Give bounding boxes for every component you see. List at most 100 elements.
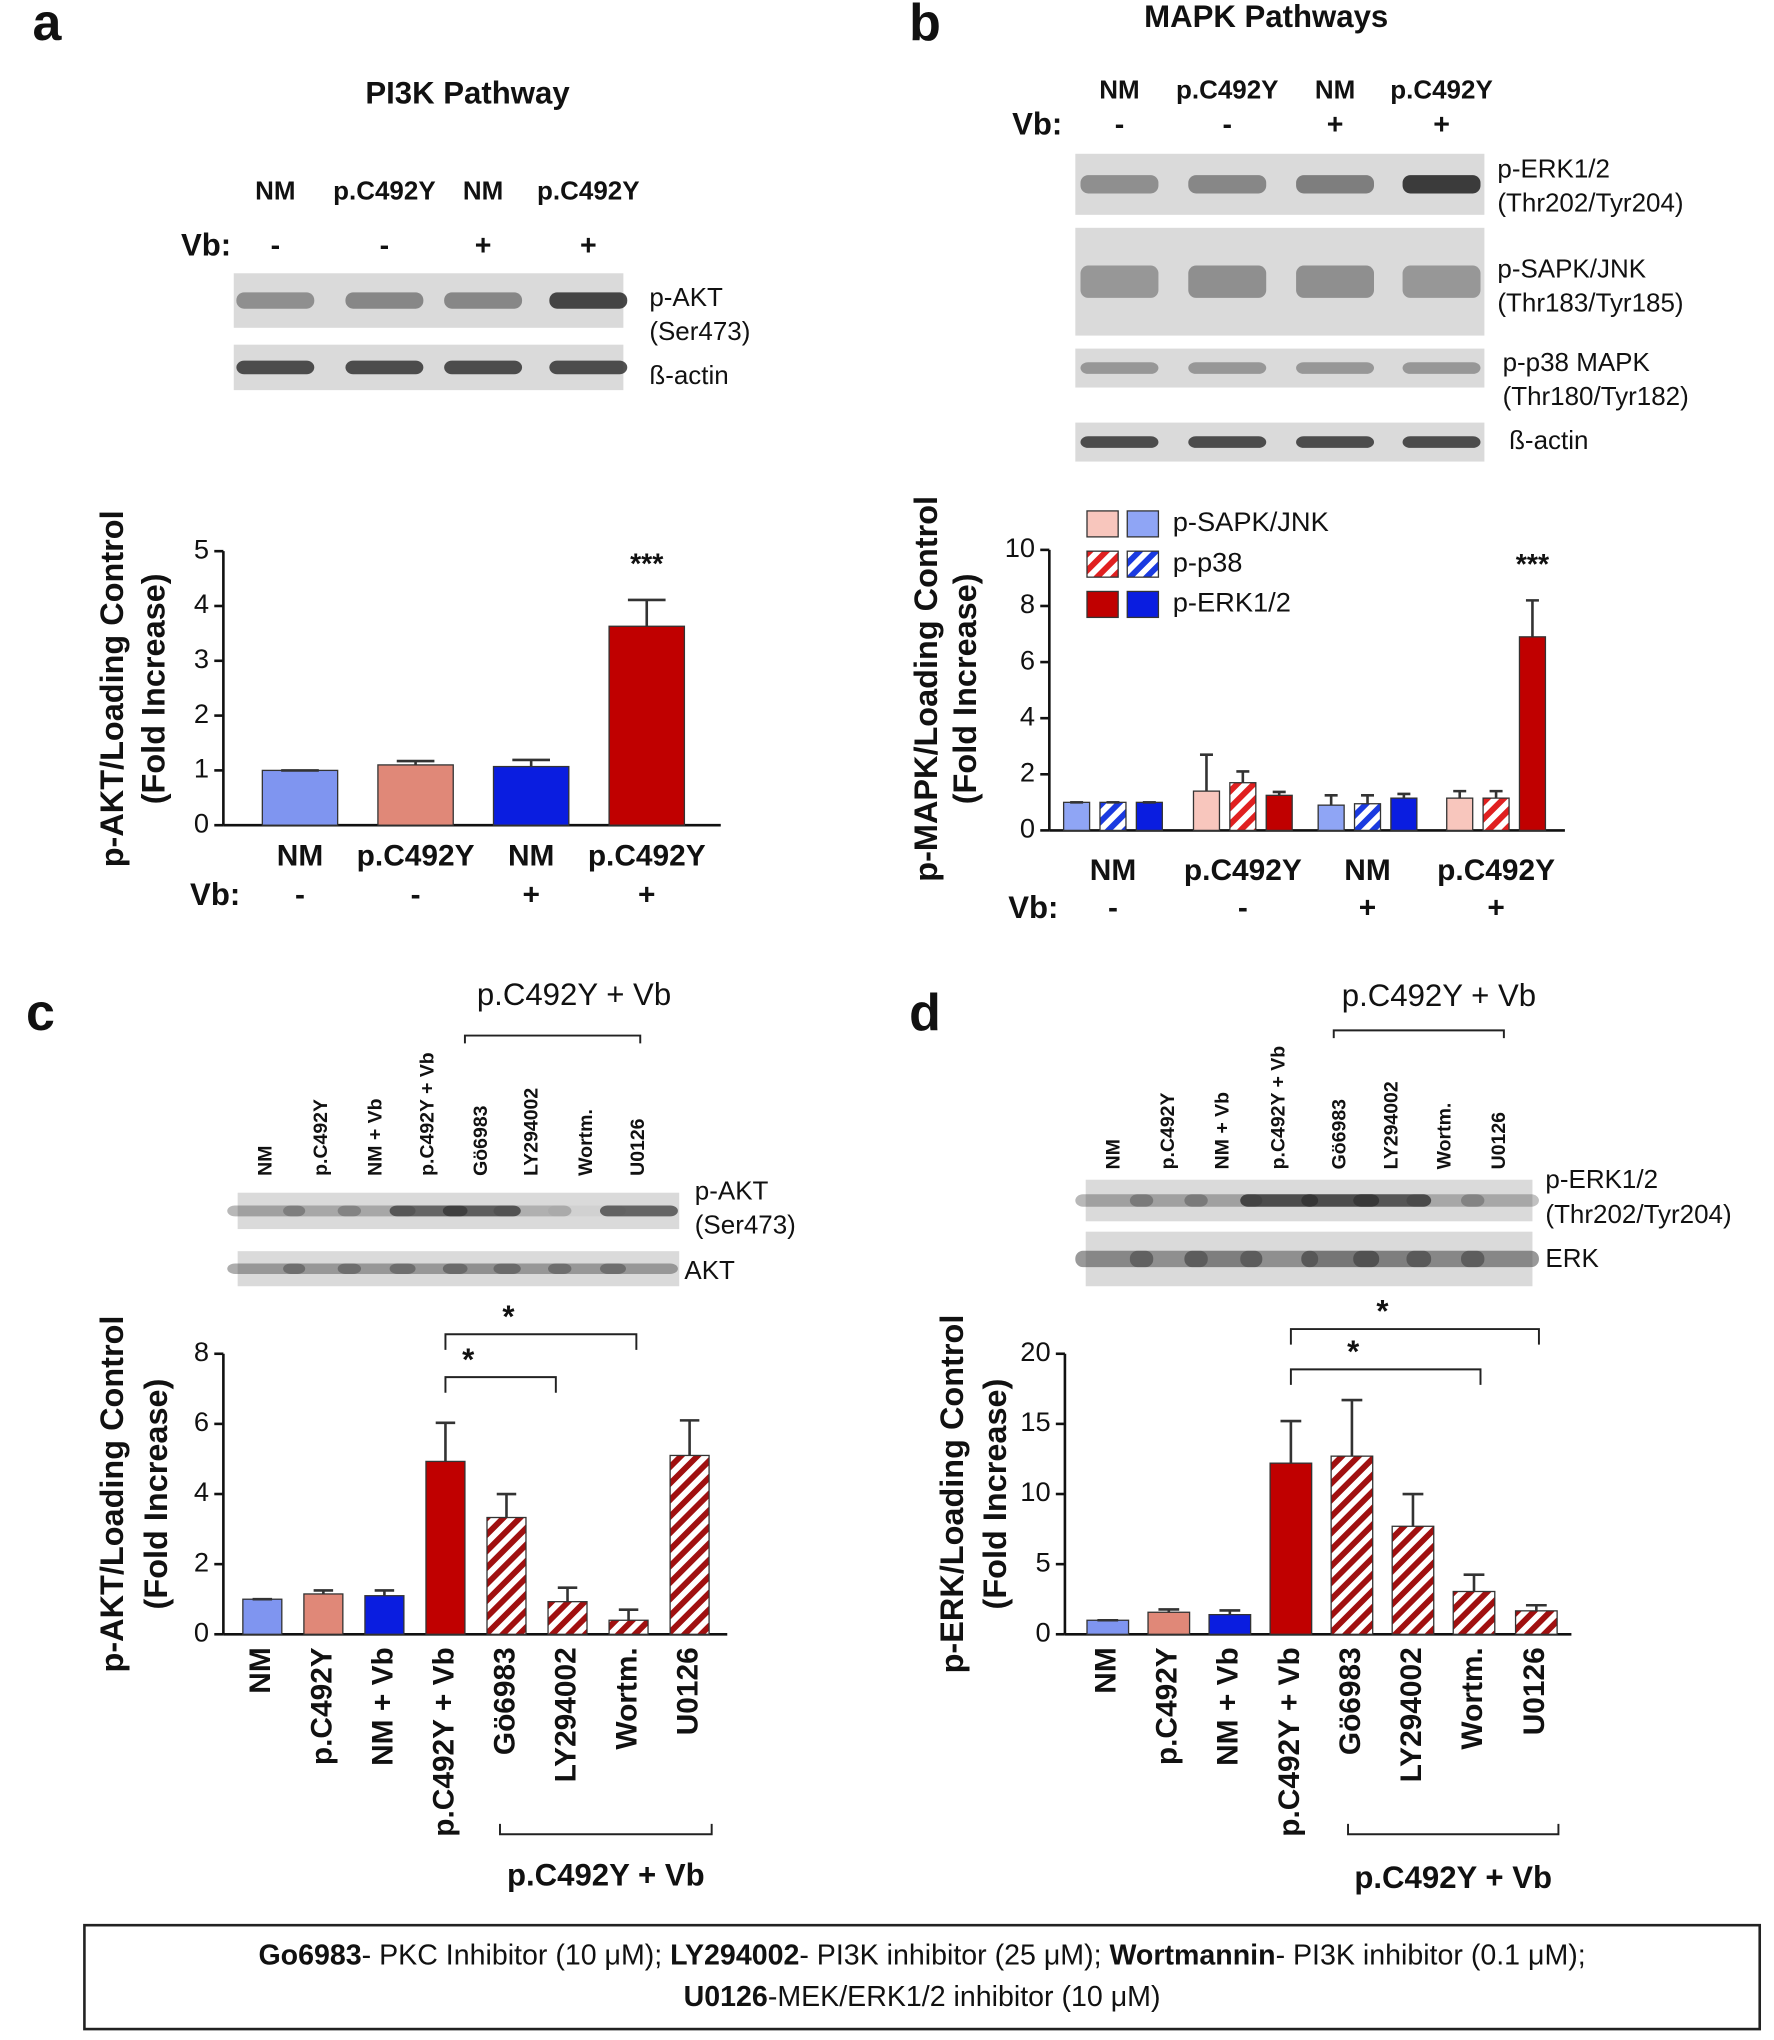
x-treatment-sign: - — [1108, 892, 1118, 925]
blot-band — [1080, 436, 1159, 448]
panel-letter: c — [26, 984, 55, 1042]
treatment-sign: + — [1433, 109, 1450, 141]
y-tick-label: 3 — [194, 643, 209, 674]
error-bar — [1158, 1608, 1180, 1613]
y-tick-label: 4 — [194, 1476, 209, 1507]
bar — [1147, 1611, 1191, 1635]
error-bar — [1280, 1419, 1302, 1464]
significance-bracket — [444, 1376, 557, 1393]
bar — [669, 1454, 710, 1635]
x-tick-label: Wortm. — [610, 1647, 643, 1749]
x-tick-label: U0126 — [1518, 1647, 1551, 1735]
y-axis-label: (Fold Increase) — [977, 1379, 1013, 1610]
panel-title: MAPK Pathways — [1144, 0, 1388, 34]
blot-band — [283, 1205, 362, 1217]
blot-band — [549, 360, 628, 375]
x-tick-label: LY294002 — [1395, 1647, 1428, 1782]
blot-band — [1129, 1194, 1208, 1207]
lane-label: Wortm. — [1434, 1103, 1456, 1170]
bar — [1514, 1610, 1558, 1635]
significance-bracket — [444, 1333, 638, 1350]
y-tick-label: 5 — [194, 533, 209, 564]
blot-band — [1188, 265, 1267, 298]
error-bar — [1324, 794, 1338, 806]
group-bracket — [1332, 1029, 1505, 1039]
blot-band — [442, 1205, 521, 1217]
footnote-text: LY294002 — [670, 1939, 799, 1971]
error-bar — [1489, 789, 1503, 799]
significance-label: * — [1376, 1294, 1389, 1329]
error-bar — [435, 1421, 456, 1462]
blot-label: AKT — [684, 1255, 735, 1285]
bar — [492, 765, 570, 826]
y-axis-label: p-ERK/Loading Control — [934, 1315, 970, 1674]
treatment-sign: - — [1222, 109, 1232, 141]
error-bar — [627, 598, 666, 627]
blot-label: ß-actin — [649, 360, 728, 390]
significance-label: * — [502, 1299, 515, 1334]
blot-band — [1080, 265, 1159, 298]
blot-band — [345, 360, 424, 375]
blot-band — [236, 360, 315, 375]
x-tick-label: p.C492Y + Vb — [427, 1647, 460, 1836]
bar — [1353, 803, 1382, 832]
error-bar — [512, 758, 550, 767]
lane-label: p.C492Y — [310, 1099, 332, 1176]
blot-band — [548, 1263, 626, 1274]
blot-band — [1402, 362, 1481, 374]
treatment-sign: - — [271, 230, 281, 262]
bar — [377, 764, 454, 826]
blot-label: ß-actin — [1509, 425, 1588, 455]
error-bar — [679, 1419, 700, 1456]
x-tick-label: NM — [277, 840, 323, 873]
blot-band — [283, 1263, 362, 1274]
lane-label: NM — [255, 176, 295, 206]
bar — [261, 769, 339, 826]
blot-band — [1402, 265, 1481, 298]
error-bar — [1453, 789, 1467, 799]
footnote-text: Go6983 — [258, 1939, 361, 1971]
blot-band — [599, 1205, 678, 1217]
significance-bracket — [1289, 1368, 1482, 1385]
y-tick-label: 0 — [194, 807, 209, 838]
blot-band — [389, 1263, 468, 1274]
y-tick-label: 1 — [194, 753, 209, 784]
y-tick-label: 0 — [194, 1616, 209, 1647]
bar — [1192, 790, 1221, 832]
lane-label: p.C492Y — [1390, 74, 1492, 104]
x-tick-label: NM — [1090, 854, 1136, 887]
x-tick-label: Gö6983 — [1334, 1647, 1367, 1755]
blot-label: p-SAPK/JNK — [1497, 254, 1646, 284]
x-tick-label: NM — [1090, 1647, 1123, 1693]
bar — [1518, 636, 1547, 832]
blot-band — [1240, 1250, 1319, 1268]
legend-swatch — [1126, 510, 1160, 538]
bar — [486, 1516, 527, 1635]
group-label: p.C492Y + Vb — [477, 977, 671, 1012]
footnote-text: - PI3K inhibitor (0.1 μM); — [1276, 1939, 1586, 1971]
y-tick-label: 2 — [1020, 756, 1035, 787]
group-bracket — [1347, 1823, 1560, 1836]
blot-band — [1353, 1194, 1432, 1207]
blot — [1075, 348, 1485, 388]
panel-letter: a — [32, 0, 62, 52]
bar — [1062, 801, 1091, 832]
blot-band — [236, 292, 315, 309]
footnote-line: Go6983- PKC Inhibitor (10 μM); LY294002-… — [258, 1939, 1585, 1971]
error-bar — [1397, 792, 1411, 799]
group-label: p.C492Y + Vb — [507, 1857, 705, 1892]
bar — [1229, 782, 1257, 832]
y-tick-label: 20 — [1020, 1336, 1050, 1367]
y-tick-label: 15 — [1020, 1406, 1050, 1437]
x-tick-label: NM — [508, 840, 554, 873]
x-treatment-sign: - — [295, 879, 305, 912]
blot-band — [1188, 362, 1267, 374]
blot-band — [227, 1205, 306, 1217]
x-tick-label: Wortm. — [1456, 1647, 1489, 1749]
treatment-sign: + — [475, 230, 492, 262]
y-axis-label: p-AKT/Loading Control — [94, 1316, 130, 1673]
blot-band — [1075, 1194, 1154, 1207]
blot-band — [599, 1263, 678, 1274]
x-treatment-sign: - — [1238, 892, 1248, 925]
